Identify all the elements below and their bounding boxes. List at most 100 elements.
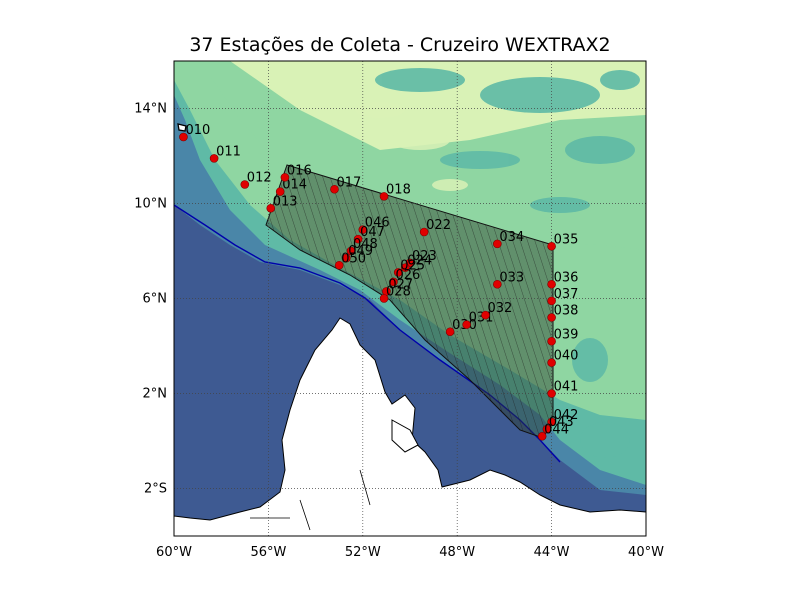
station-018[interactable]: 018 [379, 182, 411, 201]
station-014[interactable]: 014 [275, 178, 307, 196]
station-026[interactable]: 026 [389, 268, 420, 287]
station-046[interactable]: 046 [358, 216, 390, 234]
station-047[interactable]: 047 [353, 225, 385, 244]
station-label: 011 [216, 144, 241, 159]
station-marker[interactable] [346, 246, 356, 256]
station-marker[interactable] [266, 203, 276, 213]
station-marker[interactable] [419, 227, 429, 237]
station-marker[interactable] [179, 132, 188, 142]
axis-labels: 60°W 56°W 52°W 48°W 44°W 40°W 14°N 10°N 6°N 2°N 2°… [134, 102, 664, 561]
station-marker[interactable] [547, 296, 556, 306]
station-049[interactable]: 049 [341, 244, 373, 263]
lon-tick-label: 44°W [534, 545, 570, 560]
station-label: 040 [554, 349, 579, 364]
station-017[interactable]: 017 [330, 175, 361, 194]
station-marker[interactable] [462, 320, 471, 329]
station-027[interactable]: 027 [382, 277, 413, 296]
station-038[interactable]: 038 [547, 304, 579, 322]
station-028[interactable]: 028 [379, 285, 411, 303]
station-marker[interactable] [481, 310, 490, 320]
map-title: 37 Estações de Coleta - Cruzeiro WEXTRAX… [189, 34, 611, 56]
station-label: 042 [554, 408, 579, 423]
station-048[interactable]: 048 [346, 237, 378, 256]
lon-tick-label: 48°W [439, 545, 475, 560]
station-011[interactable]: 011 [209, 144, 241, 163]
island [391, 419, 419, 453]
station-marker[interactable] [547, 241, 556, 251]
station-label: 023 [412, 249, 437, 264]
grid-hatch [266, 165, 553, 438]
station-marker[interactable] [275, 187, 285, 196]
station-024[interactable]: 024 [400, 254, 432, 272]
station-label: 032 [488, 301, 513, 316]
station-label: 024 [407, 254, 432, 269]
station-040[interactable]: 040 [547, 349, 579, 367]
station-marker[interactable] [353, 234, 363, 244]
station-039[interactable]: 039 [547, 327, 579, 346]
station-043[interactable]: 043 [542, 415, 574, 434]
station-label: 049 [348, 244, 373, 259]
station-marker[interactable] [547, 417, 556, 427]
station-marker[interactable] [400, 263, 410, 272]
lat-tick-label: 2°N [143, 387, 168, 402]
station-label: 016 [287, 163, 312, 178]
station-label: 025 [400, 258, 425, 273]
station-label: 014 [282, 178, 307, 193]
station-label: 027 [388, 277, 413, 292]
lon-tick-label: 52°W [345, 545, 381, 560]
station-marker[interactable] [542, 424, 552, 434]
station-label: 050 [341, 251, 366, 266]
station-016[interactable]: 016 [280, 163, 312, 182]
station-037[interactable]: 037 [547, 287, 579, 306]
station-044[interactable]: 044 [537, 422, 569, 441]
station-035[interactable]: 035 [547, 232, 579, 251]
station-033[interactable]: 033 [493, 270, 524, 289]
station-label: 044 [544, 422, 569, 437]
station-marker[interactable] [547, 313, 556, 322]
station-034[interactable]: 034 [493, 230, 524, 249]
station-marker[interactable] [389, 277, 398, 287]
station-label: 048 [353, 237, 378, 252]
land-mass [174, 317, 646, 536]
station-marker[interactable] [358, 225, 368, 234]
station-marker[interactable] [537, 431, 547, 441]
station-025[interactable]: 025 [393, 258, 425, 277]
station-label: 041 [554, 380, 579, 395]
station-032[interactable]: 032 [481, 301, 513, 320]
station-marker[interactable] [330, 184, 339, 194]
station-042[interactable]: 042 [547, 408, 579, 427]
station-marker[interactable] [493, 239, 502, 249]
station-marker[interactable] [547, 389, 556, 398]
station-022[interactable]: 022 [419, 218, 451, 237]
station-marker[interactable] [379, 294, 389, 303]
station-label: 037 [554, 287, 579, 302]
station-label: 022 [426, 218, 451, 233]
station-marker[interactable] [547, 336, 556, 346]
station-marker[interactable] [493, 279, 502, 289]
station-036[interactable]: 036 [547, 270, 579, 289]
lon-tick-label: 60°W [156, 545, 192, 560]
station-marker[interactable] [547, 358, 556, 367]
station-010[interactable]: 010 [179, 123, 210, 142]
station-marker[interactable] [341, 253, 351, 263]
station-label: 046 [365, 216, 390, 231]
station-label: 035 [554, 232, 579, 247]
station-marker[interactable] [393, 268, 403, 277]
station-label: 028 [386, 285, 411, 300]
station-013[interactable]: 013 [266, 194, 298, 213]
station-marker[interactable] [334, 260, 344, 270]
lat-tick-label: 2°S [144, 482, 167, 497]
station-marker[interactable] [547, 279, 556, 289]
station-marker[interactable] [209, 154, 219, 163]
station-012[interactable]: 012 [240, 171, 272, 189]
station-050[interactable]: 050 [334, 251, 366, 270]
station-marker[interactable] [240, 180, 250, 189]
station-label: 043 [549, 415, 574, 430]
station-label: 012 [247, 171, 272, 186]
station-041[interactable]: 041 [547, 380, 579, 398]
station-marker[interactable] [445, 327, 455, 337]
station-label: 036 [554, 270, 579, 285]
station-marker[interactable] [280, 173, 290, 182]
station-marker[interactable] [379, 192, 389, 201]
